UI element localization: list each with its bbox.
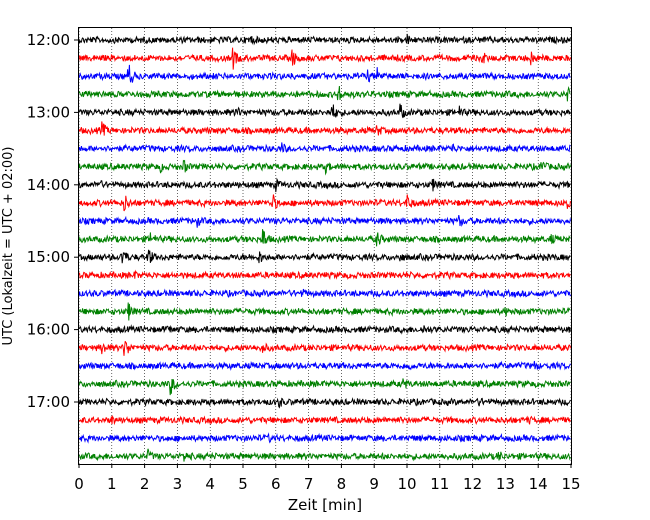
trace-1215 (78, 47, 571, 70)
trace-1200 (78, 33, 571, 46)
x-tick-label: 8 (337, 475, 347, 493)
seismic-traces (78, 33, 571, 462)
x-tick-label: 13 (496, 475, 515, 493)
trace-1715 (78, 414, 571, 426)
y-axis-label: UTC (Lokalzeit = UTC + 02:00) (1, 147, 16, 346)
x-tick-label: 1 (107, 475, 117, 493)
trace-1400 (78, 177, 571, 193)
y-tick-label: 14:00 (27, 176, 70, 194)
x-tick-label: 10 (397, 475, 416, 493)
y-tick-label: 13:00 (27, 103, 70, 121)
x-tick-label: 5 (238, 475, 248, 493)
y-tick-label: 15:00 (27, 248, 70, 266)
x-tick-label: 0 (74, 475, 84, 493)
x-tick-label: 12 (463, 475, 482, 493)
trace-1445 (78, 229, 571, 247)
x-tick-label: 4 (205, 475, 215, 493)
x-tick-label: 7 (304, 475, 314, 493)
trace-1230 (78, 64, 571, 83)
x-tick-label: 14 (529, 475, 548, 493)
trace-1545 (78, 302, 571, 321)
trace-1315 (78, 121, 571, 136)
trace-1500 (78, 249, 571, 264)
x-tick-label: 9 (369, 475, 379, 493)
trace-1515 (78, 269, 571, 281)
trace-1300 (78, 103, 571, 119)
y-axis: 12:00 13:00 14:00 15:00 16:00 17:00 (27, 31, 78, 411)
trace-1630 (78, 360, 571, 371)
trace-1615 (78, 341, 571, 356)
y-tick-label: 17:00 (27, 393, 70, 411)
x-axis-label: Zeit [min] (288, 496, 362, 514)
x-tick-label: 11 (430, 475, 449, 493)
y-tick-label: 16:00 (27, 321, 70, 339)
y-tick-label: 12:00 (27, 31, 70, 49)
trace-1700 (78, 397, 571, 409)
trace-1345 (78, 159, 571, 176)
trace-1330 (78, 142, 571, 154)
x-tick-label: 6 (271, 475, 281, 493)
trace-1245 (78, 85, 571, 102)
trace-1430 (78, 215, 571, 228)
x-tick-label: 15 (561, 475, 580, 493)
trace-1415 (78, 194, 571, 212)
trace-1645 (78, 378, 571, 396)
x-tick-label: 2 (140, 475, 150, 493)
x-tick-label: 3 (173, 475, 183, 493)
trace-1530 (78, 288, 571, 299)
x-axis: 0 1 2 3 4 5 6 7 8 9 10 11 12 13 14 15 (74, 464, 581, 493)
trace-1600 (78, 324, 571, 335)
trace-1745 (78, 448, 571, 462)
plot-frame (78, 27, 572, 465)
trace-1730 (78, 432, 571, 444)
